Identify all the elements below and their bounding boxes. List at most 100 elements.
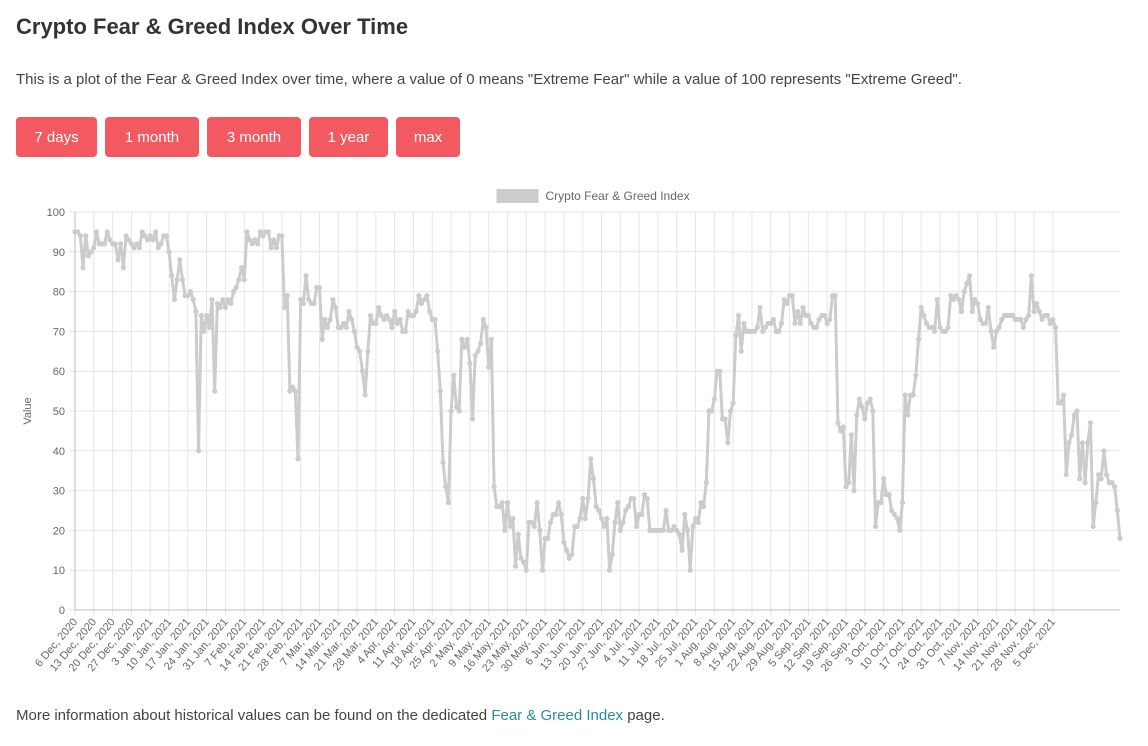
data-point [1036, 308, 1043, 315]
data-point [840, 424, 846, 430]
data-point [437, 388, 443, 394]
data-point [306, 296, 312, 303]
data-point [574, 523, 580, 530]
data-point [1009, 312, 1016, 319]
range-1-month-button[interactable]: 1 month [105, 117, 199, 157]
data-point [238, 265, 245, 271]
data-point [945, 324, 951, 331]
data-point [187, 289, 194, 295]
data-point [236, 277, 242, 283]
y-tick-label: 50 [53, 406, 65, 418]
data-point [679, 547, 685, 553]
y-tick-label: 0 [59, 605, 65, 617]
data-point [475, 348, 481, 354]
fear-greed-index-link[interactable]: Fear & Greed Index [491, 707, 624, 724]
data-point [690, 523, 696, 530]
data-point [389, 324, 395, 331]
data-point [846, 480, 852, 486]
data-point [859, 404, 865, 410]
range-3-month-button[interactable]: 3 month [207, 117, 301, 157]
data-point [623, 507, 629, 514]
data-point [601, 523, 607, 530]
data-point [848, 432, 854, 438]
data-point [101, 241, 108, 247]
range-max-button[interactable]: max [396, 117, 460, 157]
data-point [214, 300, 220, 307]
data-point [609, 551, 615, 557]
data-point [539, 567, 546, 573]
data-point [85, 253, 92, 259]
data-point [316, 285, 323, 291]
data-point [762, 324, 769, 331]
data-point [343, 324, 349, 331]
data-point [733, 332, 739, 338]
range-7-days-button[interactable]: 7 days [16, 117, 97, 157]
data-point [881, 476, 887, 482]
data-point [480, 316, 486, 323]
data-point [1109, 480, 1115, 486]
data-point [537, 527, 543, 533]
data-point [975, 300, 981, 307]
y-tick-label: 100 [47, 207, 65, 219]
data-point [1117, 535, 1123, 541]
data-point [507, 523, 513, 530]
data-point [593, 503, 599, 510]
data-point [147, 233, 153, 239]
data-point [709, 408, 715, 414]
data-point [195, 448, 202, 454]
data-point [163, 233, 169, 239]
legend-swatch [496, 189, 539, 203]
range-1-year-button[interactable]: 1 year [309, 117, 388, 157]
data-point [639, 511, 645, 518]
data-point [964, 281, 970, 287]
data-point [612, 519, 618, 526]
data-point [521, 559, 527, 565]
data-point [757, 304, 763, 311]
data-point [663, 507, 669, 514]
data-point [1085, 440, 1091, 446]
data-point [152, 229, 159, 235]
data-point [346, 308, 352, 315]
data-point [722, 416, 728, 422]
data-point [985, 304, 991, 311]
data-point [977, 316, 983, 323]
y-tick-label: 40 [53, 446, 65, 458]
range-button-group: 7 days 1 month 3 month 1 year max [16, 117, 468, 157]
data-point [359, 368, 366, 374]
data-point [1060, 392, 1067, 398]
data-point [499, 499, 505, 506]
data-point [606, 567, 613, 573]
data-point [338, 324, 344, 331]
data-point [727, 408, 734, 414]
data-point [529, 519, 535, 526]
data-point [1044, 312, 1051, 319]
data-point [843, 484, 849, 490]
data-point [872, 523, 879, 530]
data-point [440, 460, 446, 466]
data-point [392, 308, 398, 315]
data-point [354, 344, 360, 350]
data-point [558, 511, 564, 518]
data-point [378, 312, 384, 319]
data-point [1050, 316, 1056, 323]
data-point [120, 265, 126, 271]
data-point [284, 292, 290, 299]
data-point [225, 296, 231, 303]
data-point [534, 499, 540, 506]
data-point [247, 237, 253, 243]
data-point [776, 328, 782, 334]
data-point [523, 567, 529, 573]
data-point [220, 296, 226, 303]
data-point [107, 237, 113, 243]
data-point [913, 372, 919, 378]
data-point [405, 308, 411, 315]
data-point [789, 292, 795, 299]
data-point [155, 245, 161, 251]
data-point [1028, 273, 1034, 279]
data-point [620, 519, 626, 526]
data-point [443, 484, 449, 490]
data-point [136, 245, 143, 251]
data-point [1095, 472, 1102, 478]
data-point [953, 292, 959, 299]
data-point [580, 495, 586, 502]
